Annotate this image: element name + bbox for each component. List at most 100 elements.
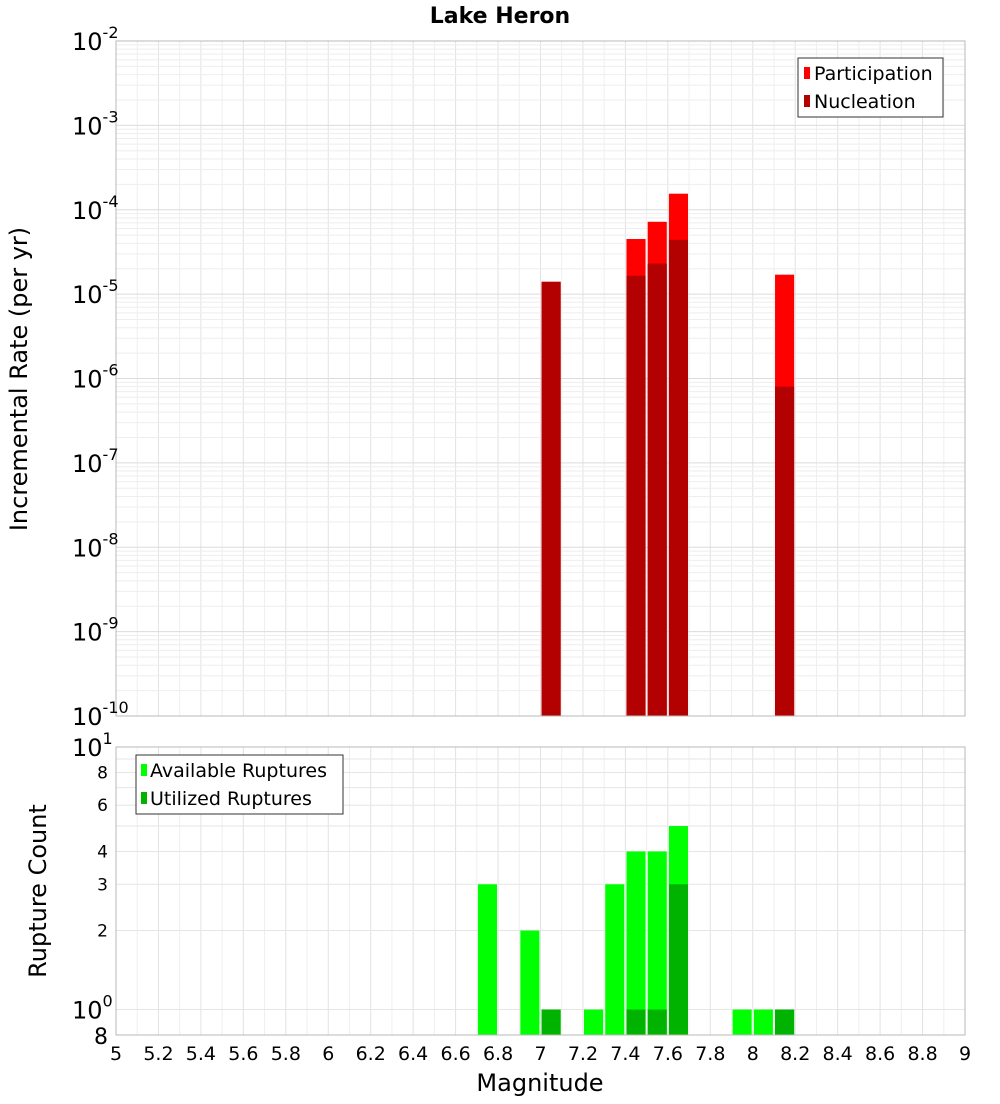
top-y-tick-base: 10 [72,112,103,140]
x-tick-label: 7.6 [653,1043,683,1065]
x-tick-label: 8 [747,1043,759,1065]
top-y-tick-exponent: -8 [103,529,119,548]
bottom-y-axis-label: Rupture Count [24,804,52,978]
top-y-tick-label: 10-4 [72,192,119,225]
utilized-ruptures-bar [647,1009,667,1035]
bottom-plot-frame [115,746,966,1036]
x-tick-label: 5 [110,1043,122,1065]
legend-swatch-available-ruptures [141,764,147,776]
available-ruptures-bar [584,1009,604,1035]
nucleation-bar [541,281,561,716]
x-ticks: 5 5.2 5.4 5.6 5.8 6 6.2 6.4 6.6 6.8 7 7.2 7.4 7.6 7.8 8… [110,1043,971,1065]
top-y-tick-base: 10 [72,619,103,647]
x-tick-label: 5.2 [143,1043,173,1065]
bottom-legend-box [135,754,344,815]
utilized-ruptures-bar [775,1009,795,1035]
top-legend-box [797,57,944,118]
legend-label-nucleation: Nucleation [814,91,916,113]
available-ruptures-bar [520,930,540,1035]
top-y-tick-exponent: -6 [103,361,119,380]
x-tick-label: 5.6 [228,1043,258,1065]
available-ruptures-bar [605,884,625,1035]
top-y-tick-exponent: -2 [103,23,119,42]
bottom-y-tick-exponent: 0 [103,992,113,1011]
top-y-tick-base: 10 [72,28,103,56]
nucleation-bar [668,239,689,716]
x-tick-label: 7.4 [610,1043,640,1065]
x-tick-label: 6.6 [440,1043,470,1065]
utilized-ruptures-bar [626,1009,646,1035]
bottom-y-bottom-label: 8 [94,1025,108,1050]
legend-swatch-utilized-ruptures [141,792,147,804]
bottom-y-tick-label: 3 [97,875,108,895]
legend-swatch-nucleation [804,95,810,107]
legend-label-available-ruptures: Available Ruptures [150,760,327,782]
bottom-legend: Available Ruptures Utilized Ruptures [135,754,344,815]
x-tick-label: 8.6 [865,1043,895,1065]
bottom-y-tick-base: 10 [72,734,103,762]
utilized-ruptures-bar [668,884,689,1035]
x-tick-label: 9 [959,1043,971,1065]
x-tick-label: 6.8 [483,1043,513,1065]
top-plot-frame [115,40,966,717]
top-y-tick-base: 10 [72,197,103,225]
top-y-tick-exponent: -10 [103,698,129,717]
top-y-tick-base: 10 [72,534,103,562]
available-ruptures-bar [626,851,646,1035]
top-series-nucleation [541,239,795,716]
top-y-tick-label: 10-3 [72,107,119,140]
top-y-tick-label: 10-7 [72,445,119,478]
top-y-tick-base: 10 [72,366,103,394]
top-y-tick-label: 10-9 [72,614,119,647]
available-ruptures-bar [732,1009,752,1035]
x-tick-label: 7.2 [568,1043,598,1065]
bottom-y-major-tick-label: 101 [72,729,113,762]
bottom-y-tick-label: 6 [97,796,108,816]
legend-label-participation: Participation [814,63,933,85]
top-y-tick-base: 10 [72,281,103,309]
x-axis-label: Magnitude [476,1069,603,1097]
top-y-tick-label: 10-8 [72,529,119,562]
bottom-y-tick-label: 4 [97,842,108,862]
top-y-tick-base: 10 [72,450,103,478]
nucleation-bar [626,275,646,716]
top-y-tick-label: 10-5 [72,276,119,309]
top-y-tick-exponent: -5 [103,276,119,295]
x-tick-label: 8.8 [907,1043,937,1065]
legend-swatch-participation [804,67,810,79]
x-tick-label: 6.2 [356,1043,386,1065]
x-tick-label: 8.4 [823,1043,853,1065]
top-y-tick-base: 10 [72,703,103,731]
top-y-tick-label: 10-6 [72,361,119,394]
nucleation-bar [647,263,667,716]
bottom-series-utilized-ruptures [541,884,795,1035]
nucleation-bar [775,386,795,716]
top-y-tick-label: 10-10 [72,698,129,731]
chart-title: Lake Heron [430,4,570,29]
bottom-y-tick-base: 10 [72,997,103,1025]
legend-label-utilized-ruptures: Utilized Ruptures [150,788,312,810]
top-y-axis-label: Incremental Rate (per yr) [5,227,33,531]
x-tick-label: 5.4 [186,1043,216,1065]
bottom-y-tick-exponent: 1 [103,729,113,748]
bottom-y-tick-label: 2 [97,922,108,942]
available-ruptures-bar [647,851,667,1035]
x-tick-label: 5.8 [271,1043,301,1065]
x-tick-label: 7.8 [695,1043,725,1065]
top-y-tick-label: 10-2 [72,23,119,56]
x-tick-label: 7 [534,1043,546,1065]
top-grid [115,41,966,717]
top-legend: Participation Nucleation [797,57,944,118]
top-y-tick-exponent: -7 [103,445,119,464]
top-y-tick-exponent: -9 [103,614,119,633]
x-tick-label: 8.2 [780,1043,810,1065]
top-y-tick-exponent: -3 [103,107,119,126]
x-tick-label: 6.4 [398,1043,428,1065]
utilized-ruptures-bar [541,1009,561,1035]
bottom-y-tick-label: 8 [97,763,108,783]
